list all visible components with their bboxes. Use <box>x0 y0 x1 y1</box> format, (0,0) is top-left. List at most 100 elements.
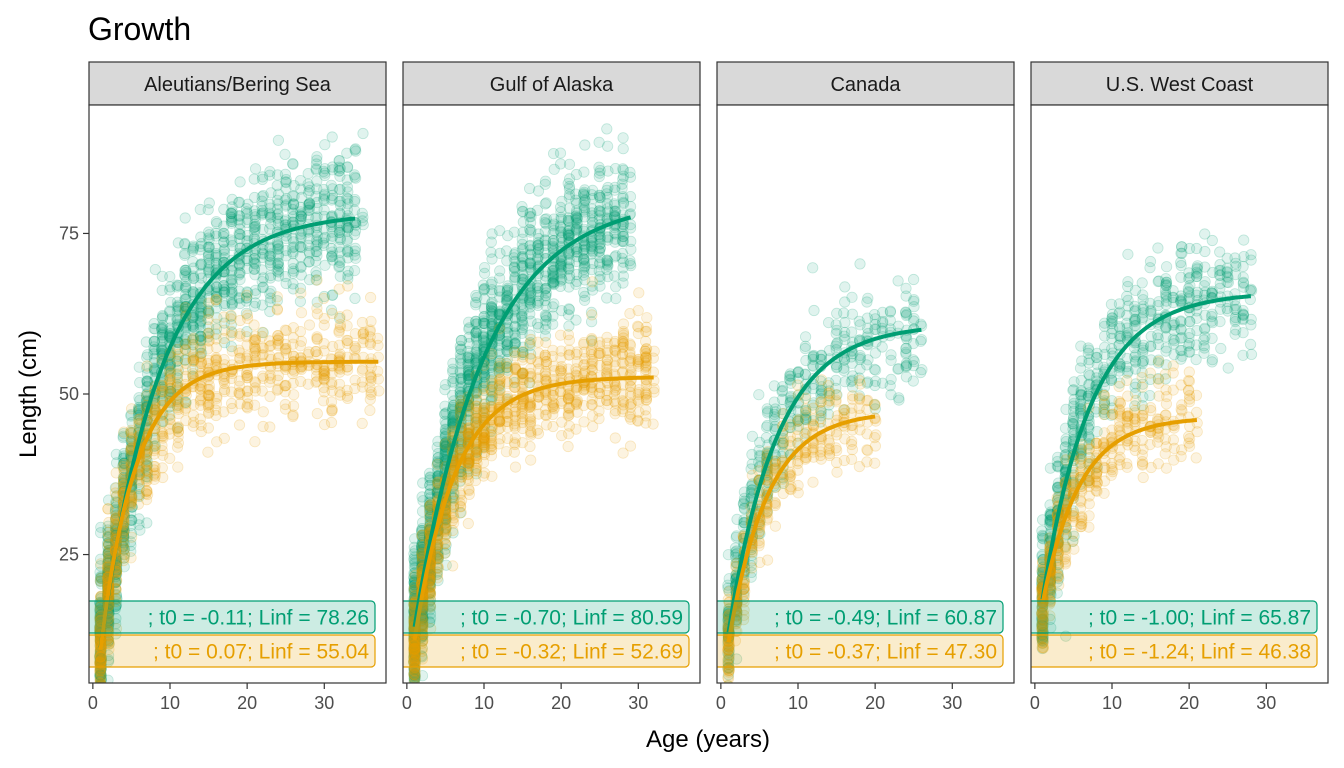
data-point-female <box>218 280 230 292</box>
data-point-female <box>318 193 330 205</box>
data-point-female <box>225 276 237 289</box>
data-point-male <box>540 419 553 431</box>
data-point-female <box>334 232 346 244</box>
data-point-male <box>264 390 276 403</box>
data-point-male <box>241 372 254 384</box>
data-point-female <box>334 207 346 219</box>
data-point-male <box>311 274 323 286</box>
data-point-male <box>294 375 307 388</box>
data-point-female <box>348 204 360 216</box>
data-point-male <box>431 568 443 580</box>
data-point-female <box>617 225 629 237</box>
data-point-female <box>133 489 145 501</box>
data-point-female <box>342 252 354 264</box>
data-point-female <box>187 332 199 344</box>
x-tick-label: 30 <box>314 693 334 713</box>
data-point-female <box>118 427 130 440</box>
data-point-female <box>203 234 215 246</box>
data-point-female <box>248 226 261 238</box>
data-point-female <box>156 394 169 406</box>
data-point-female <box>103 638 115 650</box>
data-point-male <box>318 365 330 378</box>
data-point-female <box>109 482 122 494</box>
data-point-female <box>265 187 277 199</box>
data-point-female <box>172 343 184 355</box>
data-point-male <box>188 355 200 367</box>
data-point-female <box>165 382 177 395</box>
data-point-female <box>94 669 106 681</box>
data-point-female <box>196 347 208 359</box>
data-point-female <box>226 282 238 294</box>
data-point-male <box>194 395 206 407</box>
data-point-male <box>311 407 323 420</box>
data-point-male <box>141 484 153 497</box>
data-point-male <box>447 560 459 572</box>
data-point-male <box>94 656 106 669</box>
data-point-female <box>226 327 238 339</box>
data-point-female <box>342 222 354 234</box>
data-point-female <box>342 269 354 282</box>
data-point-female <box>279 148 291 160</box>
data-point-female <box>203 321 215 333</box>
data-point-female <box>523 182 536 195</box>
data-point-female <box>94 674 106 683</box>
data-point-female <box>218 286 230 299</box>
data-point-male <box>203 380 215 392</box>
data-point-female <box>302 239 315 251</box>
data-point-female <box>156 329 168 341</box>
data-point-female <box>210 251 222 263</box>
data-point-male <box>373 385 385 397</box>
data-point-female <box>225 340 237 353</box>
data-point-female <box>341 161 354 173</box>
data-point-male <box>187 334 199 346</box>
data-point-female <box>210 227 222 239</box>
data-point-male <box>318 338 330 350</box>
data-point-female <box>311 229 323 241</box>
data-point-male <box>311 349 323 361</box>
data-point-female <box>462 345 474 357</box>
data-point-male <box>149 402 161 415</box>
data-point-male <box>180 389 192 401</box>
data-point-male <box>187 353 199 365</box>
data-point-female <box>187 242 200 254</box>
data-point-male <box>318 373 330 385</box>
data-point-female <box>134 524 146 536</box>
data-point-female <box>188 272 200 284</box>
data-point-male <box>102 526 114 539</box>
data-point-female <box>171 281 183 293</box>
data-point-female <box>218 236 230 248</box>
data-point-female <box>241 292 253 304</box>
data-point-female <box>333 161 345 173</box>
data-point-male <box>156 385 168 397</box>
data-point-female <box>357 127 369 140</box>
data-point-male <box>172 461 184 473</box>
data-point-female <box>547 148 560 160</box>
data-point-female <box>333 155 345 167</box>
data-point-female <box>272 240 284 252</box>
data-point-male <box>431 458 444 470</box>
data-point-female <box>272 208 284 220</box>
data-point-female <box>156 284 168 296</box>
data-point-male <box>210 354 222 366</box>
data-point-male <box>364 393 376 405</box>
data-point-female <box>156 335 168 348</box>
data-point-male <box>477 388 489 400</box>
data-point-male <box>509 362 521 374</box>
data-point-male <box>140 456 152 468</box>
data-point-female <box>311 151 323 163</box>
data-point-male <box>219 324 231 336</box>
data-point-female <box>226 215 238 228</box>
data-point-female <box>180 331 192 343</box>
data-point-male <box>94 677 106 683</box>
data-point-female <box>249 214 261 226</box>
data-point-male <box>586 381 598 394</box>
data-point-male <box>233 387 245 399</box>
data-point-female <box>179 248 191 260</box>
data-point-female <box>226 273 238 286</box>
data-point-female <box>110 618 122 630</box>
data-point-female <box>164 322 176 334</box>
data-point-female <box>94 652 106 664</box>
data-point-female <box>210 281 223 293</box>
data-point-female <box>326 251 338 263</box>
data-point-female <box>109 506 121 519</box>
